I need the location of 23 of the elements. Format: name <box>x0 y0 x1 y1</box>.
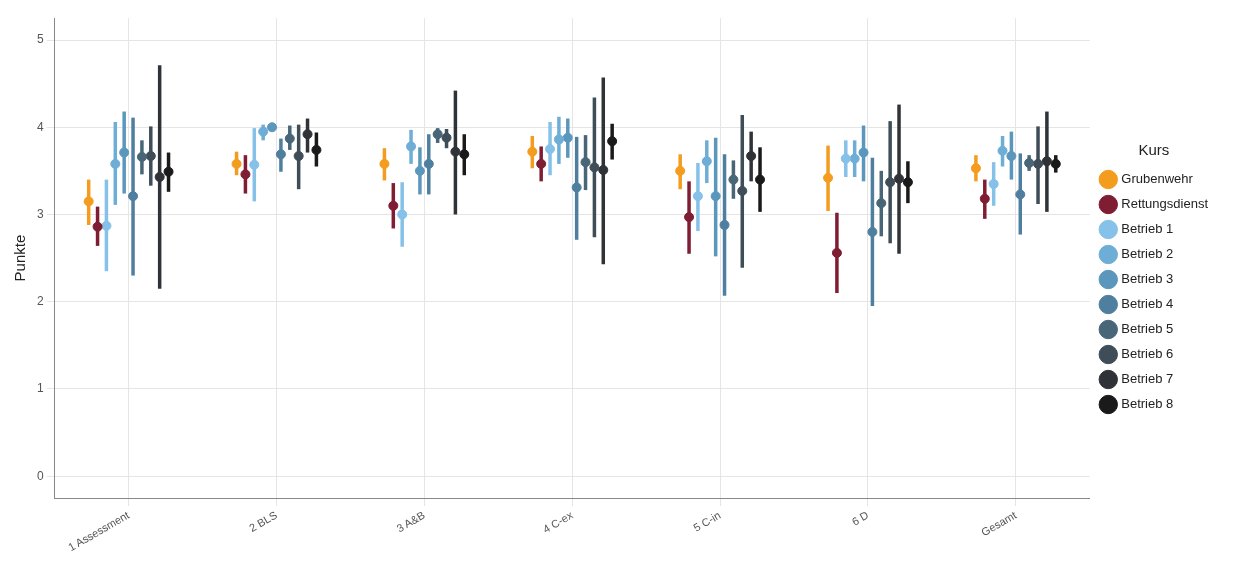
legend-label: Betrieb 4 <box>1121 296 1174 312</box>
legend-label: Betrieb 1 <box>1121 221 1174 237</box>
x-tick-label: 5 C-in <box>691 508 723 534</box>
y-tick-label: 1 <box>36 381 44 396</box>
x-tick-label: 6 D <box>849 508 871 528</box>
y-tick-label: 2 <box>36 294 44 309</box>
x-tick-label: 4 C-ex <box>540 508 576 536</box>
legend-label: Grubenwehr <box>1121 171 1194 187</box>
legend-label: Betrieb 8 <box>1121 396 1174 412</box>
legend-title: Kurs <box>1138 140 1170 158</box>
legend-label: Betrieb 5 <box>1121 321 1174 337</box>
y-axis-title: Punkte <box>11 234 29 282</box>
legend-label: Betrieb 3 <box>1121 271 1174 287</box>
legend-label: Betrieb 7 <box>1121 371 1174 387</box>
x-tick-label: 2 BLS <box>247 508 279 535</box>
y-tick-label: 5 <box>36 32 44 47</box>
legend-label: Betrieb 6 <box>1121 346 1174 362</box>
legend-label: Rettungsdienst <box>1121 196 1209 212</box>
x-tick-label: 3 A&B <box>394 508 427 535</box>
y-tick-label: 0 <box>36 468 44 483</box>
y-tick-label: 3 <box>36 206 44 221</box>
y-tick-label: 4 <box>36 119 44 134</box>
legend-label: Betrieb 2 <box>1121 246 1174 262</box>
